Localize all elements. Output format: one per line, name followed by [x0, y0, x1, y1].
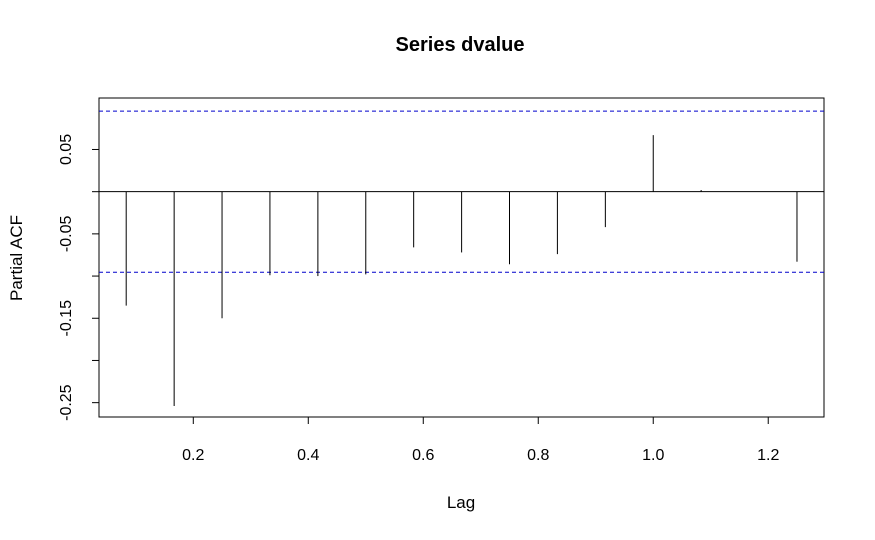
y-axis: 0.05 -0.05 -0.15 -0.25: [58, 134, 100, 421]
confidence-bounds: [99, 110, 824, 273]
x-tick-label: 1.2: [757, 447, 779, 464]
y-tick-label: 0.05: [58, 134, 75, 165]
chart-title: Series dvalue: [396, 34, 525, 56]
x-axis-label: Lag: [447, 493, 475, 512]
x-tick-label: 0.8: [527, 447, 549, 464]
y-tick-label: -0.05: [58, 216, 75, 253]
y-tick-label: -0.15: [58, 300, 75, 337]
plot-frame: [98, 97, 825, 418]
y-tick-label: -0.25: [58, 384, 75, 421]
y-axis-label: Partial ACF: [7, 215, 26, 301]
x-tick-label: 0.6: [412, 447, 434, 464]
x-axis: 0.2 0.4 0.6 0.8 1.0 1.2: [182, 416, 779, 464]
x-tick-label: 0.4: [297, 447, 319, 464]
pacf-spikes: [125, 135, 798, 407]
x-tick-label: 1.0: [642, 447, 664, 464]
x-tick-label: 0.2: [182, 447, 204, 464]
